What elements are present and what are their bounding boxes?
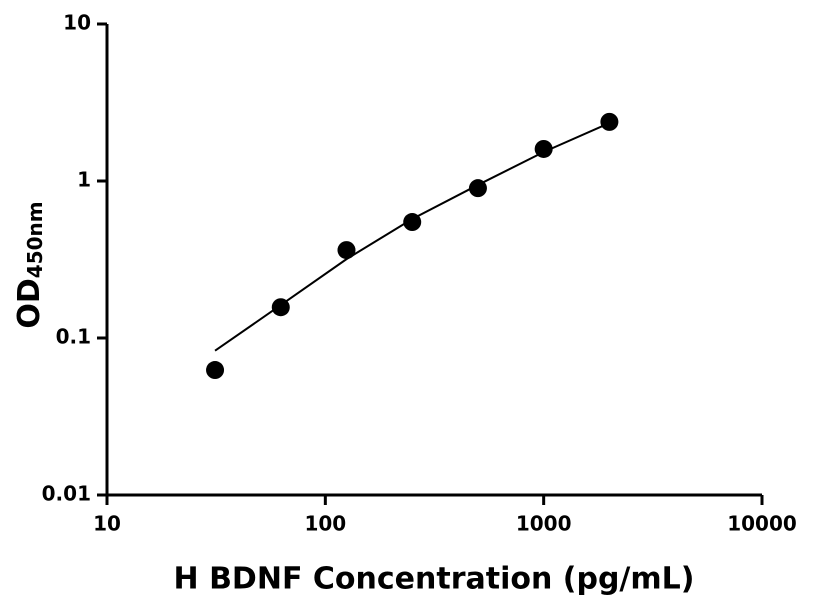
y-tick-label: 0.01 [42,482,91,506]
data-point [468,179,487,198]
x-tick-label: 10 [93,512,121,536]
data-point [600,112,619,131]
data-point [206,361,225,380]
y-axis-title-subscript: 450nm [23,201,47,278]
data-point [534,139,553,158]
x-tick-label: 1000 [516,512,572,536]
y-tick-label: 10 [63,11,91,35]
x-axis-title: H BDNF Concentration (pg/mL) [174,562,695,597]
data-point [337,241,356,260]
x-tick-label: 100 [304,512,346,536]
y-axis-title: OD450nm [12,201,47,328]
y-tick-label: 1 [77,168,91,192]
data-point [271,298,290,317]
y-axis-title-main: OD [12,278,47,328]
y-tick-label: 0.1 [56,325,91,349]
data-point [403,213,422,232]
fit-curve [214,122,610,352]
x-tick-label: 10000 [727,512,797,536]
